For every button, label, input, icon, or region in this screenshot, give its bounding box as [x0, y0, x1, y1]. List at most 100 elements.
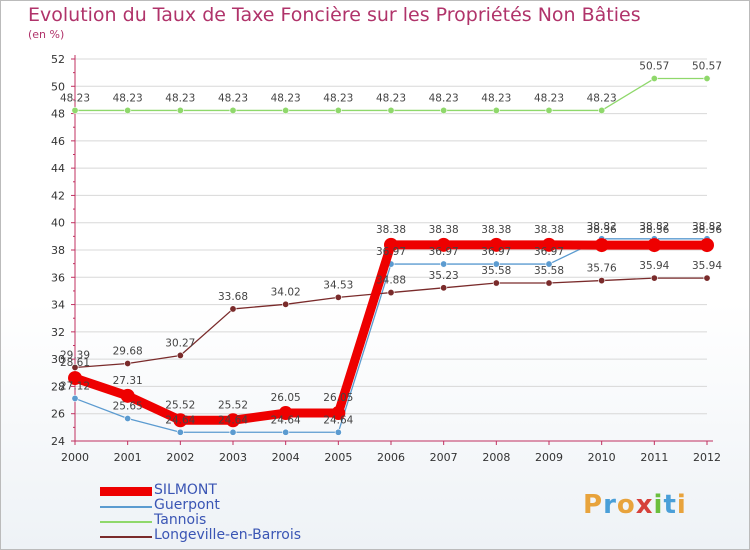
data-point [229, 106, 237, 114]
y-axis-unit: (en %) [28, 28, 65, 41]
logo-letter: t [663, 490, 677, 520]
x-tick-label: 2010 [588, 451, 616, 464]
chart-title: Evolution du Taux de Taxe Foncière sur l… [28, 4, 641, 26]
data-label: 25.65 [113, 400, 143, 412]
data-label: 35.58 [534, 265, 564, 277]
data-label: 48.23 [271, 92, 301, 104]
data-point [278, 406, 293, 421]
data-label: 26.05 [271, 392, 301, 404]
data-point [282, 300, 290, 308]
y-tick-label: 52 [51, 53, 65, 66]
data-point [282, 106, 290, 114]
data-point [545, 106, 553, 114]
data-point [384, 237, 398, 252]
data-label: 38.36 [639, 224, 669, 236]
x-tick-label: 2007 [430, 451, 458, 464]
data-point [440, 106, 448, 114]
data-point [334, 428, 342, 436]
data-point [124, 414, 132, 422]
data-label: 38.82 [639, 221, 669, 233]
data-label: 29.68 [113, 346, 143, 358]
data-label: 35.94 [639, 260, 669, 272]
data-label: 24.64 [218, 414, 248, 426]
data-label: 34.88 [376, 275, 406, 287]
data-label: 38.36 [587, 224, 617, 236]
data-label: 30.27 [165, 337, 195, 349]
data-point [703, 274, 711, 282]
data-label: 36.97 [481, 246, 511, 258]
series-tannois [71, 75, 711, 114]
data-label: 25.52 [218, 399, 248, 411]
data-label: 24.64 [323, 414, 353, 426]
y-tick-label: 26 [51, 408, 65, 421]
gridlines [75, 58, 707, 442]
x-tick-label: 2005 [324, 451, 352, 464]
logo-letter: i [653, 490, 664, 520]
data-label: 24.64 [165, 414, 195, 426]
y-tick-label: 40 [51, 217, 65, 230]
data-label: 35.23 [429, 270, 459, 282]
data-label: 38.38 [376, 224, 406, 236]
y-tick-label: 48 [51, 108, 65, 121]
data-label: 38.38 [429, 224, 459, 236]
x-tick-label: 2003 [219, 451, 247, 464]
y-tick-label: 46 [51, 135, 65, 148]
data-label: 33.68 [218, 291, 248, 303]
data-label: 38.82 [692, 221, 722, 233]
data-point [334, 293, 342, 301]
logo-letter: i [676, 490, 687, 520]
data-point [492, 260, 500, 268]
data-point [598, 277, 606, 285]
x-tick-label: 2006 [377, 451, 405, 464]
data-label: 26.05 [323, 392, 353, 404]
data-label: 34.53 [323, 279, 353, 291]
data-label: 38.38 [534, 224, 564, 236]
x-tick-label: 2004 [272, 451, 300, 464]
y-tick-label: 34 [51, 299, 65, 312]
x-tick-label: 2002 [166, 451, 194, 464]
y-tick-label: 36 [51, 271, 65, 284]
data-point [226, 413, 240, 428]
logo-letter: o [616, 490, 636, 520]
legend-swatch [100, 487, 152, 496]
data-label: 48.23 [113, 92, 143, 104]
data-point [647, 238, 662, 253]
data-label: 36.97 [534, 246, 564, 258]
legend-swatch [100, 536, 152, 538]
series-silmont [68, 237, 714, 428]
data-label: 48.23 [534, 92, 564, 104]
data-point [703, 75, 711, 83]
y-tick-label: 30 [51, 353, 65, 366]
data-label: 38.36 [692, 224, 722, 236]
data-point [282, 428, 290, 436]
data-label: 27.12 [60, 380, 90, 392]
data-point [489, 237, 504, 252]
data-point [545, 279, 553, 287]
data-point [120, 388, 135, 403]
data-point [387, 289, 395, 297]
y-tick-label: 32 [51, 326, 65, 339]
x-tick-label: 2009 [535, 451, 563, 464]
y-tick-label: 44 [51, 162, 65, 175]
legend-swatch [100, 506, 152, 508]
data-point [440, 284, 448, 292]
data-label: 50.57 [639, 61, 669, 73]
data-label: 27.31 [113, 375, 143, 387]
data-point [124, 360, 132, 368]
data-point [492, 279, 500, 287]
logo-letter: P [583, 490, 604, 520]
data-point [650, 274, 658, 282]
data-label: 36.97 [376, 246, 406, 258]
logo-letter: x [635, 490, 654, 520]
data-label: 35.76 [587, 263, 617, 275]
y-tick-label: 50 [51, 80, 65, 93]
data-point [542, 237, 556, 252]
data-label: 48.23 [376, 92, 406, 104]
data-point [176, 351, 184, 359]
data-label: 38.38 [481, 224, 511, 236]
series-longeville-en-barrois [71, 274, 711, 371]
logo-letter: r [603, 490, 617, 520]
legend-label: SILMONT [154, 482, 217, 498]
data-point [440, 260, 448, 268]
